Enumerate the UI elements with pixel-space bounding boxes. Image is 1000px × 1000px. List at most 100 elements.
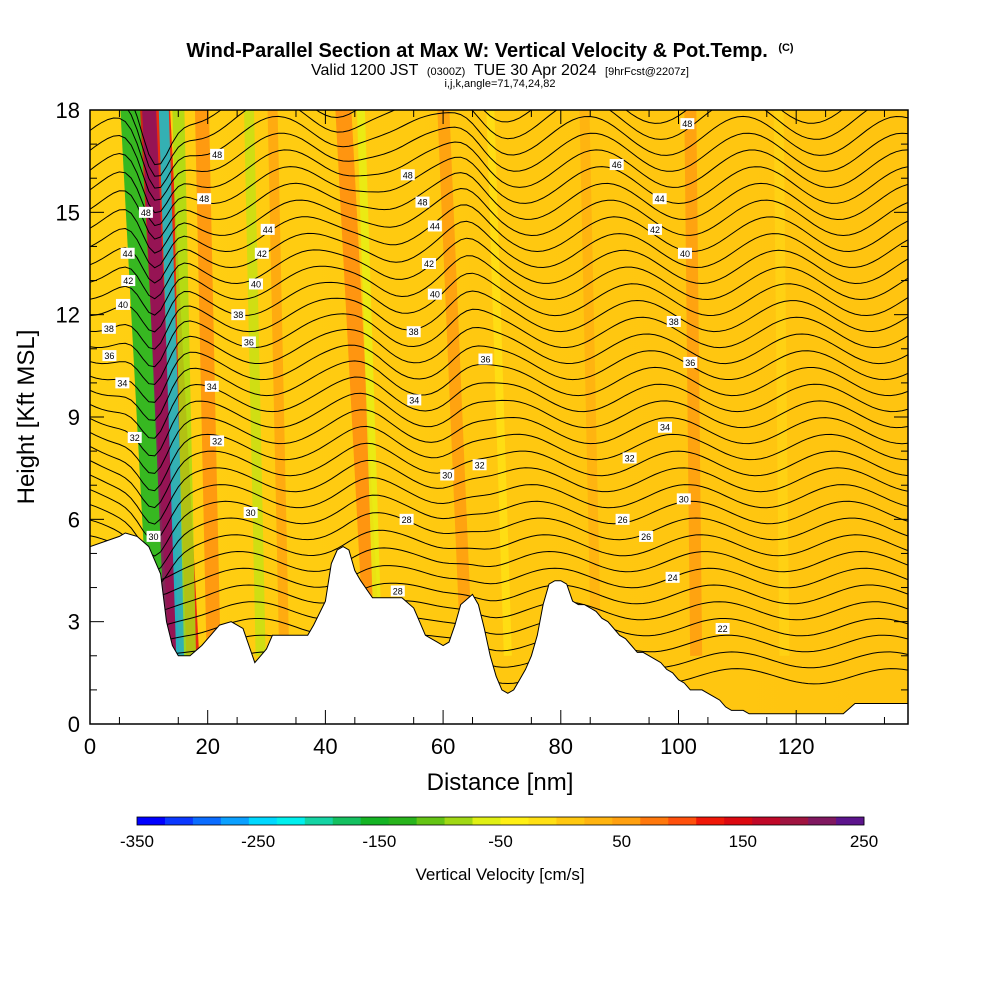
colorbar-title: Vertical Velocity [cm/s]	[415, 865, 584, 884]
colorbar-swatch	[192, 817, 222, 825]
velocity-band	[158, 110, 187, 656]
y-tick-label: 12	[56, 303, 80, 328]
isentrope-line	[90, 582, 908, 612]
colorbar-swatch	[444, 817, 473, 825]
contour-label-bg	[421, 258, 436, 269]
contour-label-bg	[390, 585, 405, 597]
contour-label-text: 42	[257, 249, 267, 259]
colorbar-swatch	[220, 817, 250, 825]
contour-label: 38	[101, 322, 116, 334]
isentrope-line	[90, 156, 908, 227]
y-tick-label: 9	[68, 405, 80, 430]
x-tick-label: 20	[195, 734, 219, 759]
contour-label-text: 32	[130, 433, 140, 443]
contour-label: 44	[652, 193, 667, 205]
contour-label-bg	[680, 118, 695, 130]
colorbar-swatch	[500, 817, 529, 825]
contour-labels: 48 48 48 48 48 48 48 46 44 44 44 44 42 42 42 42 40 40 40 40…	[101, 98, 730, 634]
contour-label: 40	[677, 247, 692, 259]
x-tick-label: 40	[313, 734, 337, 759]
contour-label: 42	[254, 247, 269, 259]
contour-label-text: 44	[430, 221, 440, 231]
contour-label-text: 38	[669, 317, 679, 327]
isentrope-line	[90, 172, 908, 240]
colorbar-label: -250	[241, 832, 275, 851]
contour-label-text: 32	[625, 453, 635, 463]
colorbar-swatch	[248, 817, 278, 825]
colorbar-swatch	[780, 817, 809, 825]
contour-label-bg	[120, 247, 135, 259]
isentrope-line	[90, 110, 869, 177]
contour-label: 48	[680, 118, 695, 130]
contour-label-text: 26	[618, 515, 628, 525]
contour-label-bg	[254, 247, 269, 259]
contour-label-bg	[477, 98, 491, 109]
isentrope-line	[90, 220, 908, 284]
contour-label-bg	[197, 193, 212, 205]
contour-label-text: 30	[246, 508, 256, 518]
colorbar-swatch	[276, 817, 306, 825]
contour-label: 34	[204, 380, 219, 392]
contour-label-bg	[427, 220, 442, 232]
colorbar-swatch	[836, 817, 865, 825]
contour-label-bg	[666, 315, 681, 327]
isentrope-line	[90, 360, 908, 421]
contour-label-text: 38	[233, 310, 243, 320]
contour-label: 36	[683, 356, 698, 368]
contour-label-bg	[639, 530, 654, 542]
chart-subtitle: Valid 1200 JST (0300Z) TUE 30 Apr 2024 […	[311, 62, 689, 79]
contour-label: 30	[146, 530, 161, 542]
contour-label: 34	[657, 421, 672, 433]
contour-label-text: 36	[480, 355, 490, 365]
contour-label-text: 26	[641, 532, 651, 542]
contour-label-bg	[415, 196, 430, 208]
colorbar-frame	[136, 816, 865, 826]
contour-label-text: 48	[417, 198, 427, 208]
contour-label-text: 40	[251, 279, 261, 289]
contour-label: 44	[120, 247, 135, 259]
isentrope-line	[90, 255, 908, 316]
contour-label-text: 34	[207, 382, 217, 392]
contour-label-text: 22	[718, 624, 728, 634]
contour-label-text: 30	[679, 494, 689, 504]
colorbar-label: -350	[120, 832, 154, 851]
contour-label-text: 34	[117, 378, 127, 388]
contour-label-bg	[399, 513, 414, 525]
subtitle-date: TUE 30 Apr 2024	[474, 62, 597, 79]
contour-label: 34	[115, 377, 130, 389]
contour-label-text: 28	[402, 515, 412, 525]
contour-label-bg	[210, 148, 225, 160]
contour-label-bg	[478, 353, 493, 365]
contour-label-bg	[138, 206, 153, 218]
isentrope-line	[90, 187, 908, 254]
isentrope-line	[90, 272, 908, 333]
contour-label: 38	[406, 326, 421, 338]
colorbar-swatch	[360, 817, 390, 825]
contour-label-bg	[127, 431, 142, 443]
contour-label: 48	[197, 193, 212, 205]
contour-label: 30	[243, 507, 258, 519]
contour-label: 34	[407, 394, 422, 406]
contour-label-text: 40	[118, 300, 128, 310]
y-tick-label: 6	[68, 507, 80, 532]
contour-label-bg	[647, 223, 662, 235]
colorbar-swatch	[584, 817, 613, 825]
contour-label: 32	[127, 431, 142, 443]
x-tick-label: 0	[84, 734, 96, 759]
contour-label-text: 44	[123, 249, 133, 259]
contour-label: 44	[427, 220, 442, 232]
colorbar-swatch	[752, 817, 781, 825]
contour-label: 48	[138, 206, 153, 218]
isentrope-line	[90, 494, 908, 557]
colorbar-swatch	[416, 817, 445, 825]
contour-label: 48	[415, 196, 430, 208]
contour-label-text: 44	[263, 225, 273, 235]
contour-label-bg	[622, 452, 637, 464]
contour-label-bg	[609, 159, 624, 171]
contour-label-bg	[241, 336, 256, 348]
colorbar-swatch	[137, 817, 166, 825]
contour-label: 42	[121, 275, 136, 287]
colorbar-swatch	[528, 817, 557, 825]
contour-label-bg	[615, 513, 630, 525]
